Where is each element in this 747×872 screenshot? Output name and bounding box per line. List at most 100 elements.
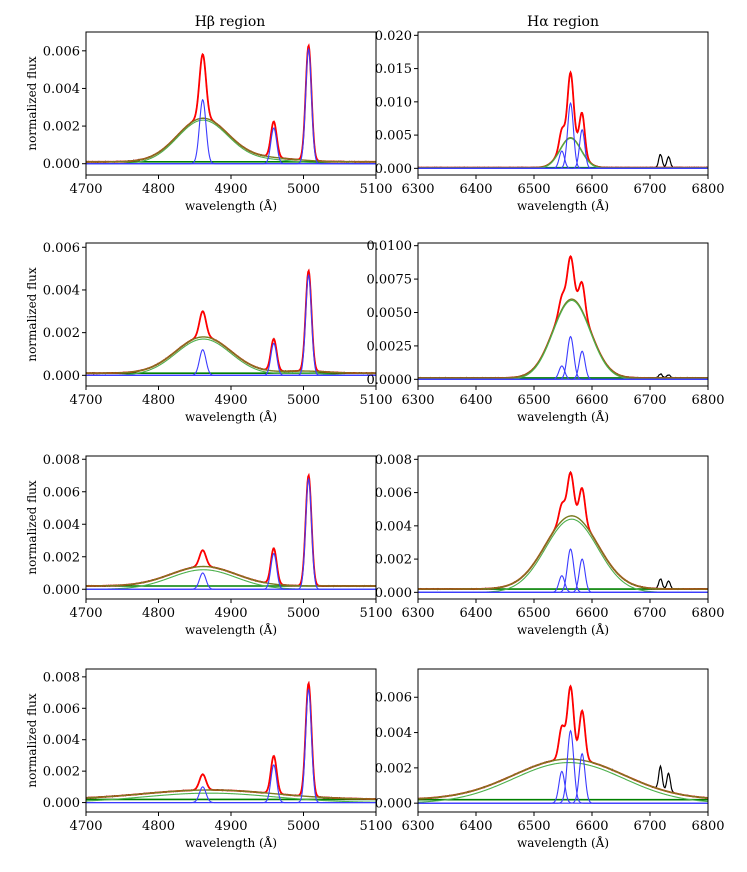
observed-spectrum-line [418, 684, 708, 800]
x-tick-label: 4700 [69, 606, 102, 621]
x-tick-label: 6700 [633, 393, 666, 408]
panel-7: 4700 4800 4900 5000 5100 0.000 0.002 0.004 0.006… [25, 668, 393, 850]
broad-plus-continuum-line [418, 515, 708, 590]
x-tick-label: 6400 [459, 606, 492, 621]
panel-2: 6300 6400 6500 6600 6700 6800 0.000 0.005 0.010 0… [375, 29, 725, 213]
narrow-component-line-2 [86, 127, 376, 165]
x-tick-label: 5100 [359, 182, 392, 197]
series-group [418, 470, 708, 593]
x-tick-label: 6300 [401, 606, 434, 621]
series-group [86, 43, 376, 165]
panel-5: 4700 4800 4900 5000 5100 0.000 0.002 0.004 0.006… [25, 453, 393, 637]
narrow-component-line-3 [418, 752, 708, 804]
x-tick-label: 6600 [575, 393, 608, 408]
y-tick-label: 0.008 [375, 453, 412, 468]
broad-plus-continuum-line [86, 565, 376, 587]
narrow-component-line-2 [86, 342, 376, 376]
broad-plus-continuum-line [418, 758, 708, 800]
broad-plus-continuum-line [86, 789, 376, 800]
y-tick-label: 0.004 [43, 82, 80, 97]
x-tick-label: 6700 [633, 819, 666, 834]
x-tick-label: 6800 [691, 393, 724, 408]
y-tick-label: 0.006 [375, 486, 412, 501]
observed-spectrum-line [418, 470, 708, 591]
x-axis-label: wavelength (Å) [517, 622, 609, 637]
x-axis-label: wavelength (Å) [185, 409, 277, 424]
total-fit-line [418, 684, 708, 800]
y-tick-label: 0.005 [375, 129, 412, 144]
y-axis-label: normalized flux [25, 693, 39, 788]
y-tick-label: 0.0050 [367, 306, 413, 321]
panel-3: 4700 4800 4900 5000 5100 0.000 0.002 0.004 0.006… [25, 241, 393, 424]
series-group [86, 472, 376, 590]
total-fit-line [86, 472, 376, 587]
x-tick-label: 4700 [69, 819, 102, 834]
y-tick-label: 0.006 [43, 702, 80, 717]
y-tick-label: 0.006 [43, 44, 80, 59]
x-tick-label: 6400 [459, 819, 492, 834]
x-tick-label: 6700 [633, 182, 666, 197]
x-tick-label: 6500 [517, 393, 550, 408]
panel-8: 6300 6400 6500 6600 6700 6800 0.000 0.002 0.004 0… [375, 668, 725, 850]
y-tick-label: 0.002 [43, 120, 80, 135]
y-tick-label: 0.0100 [367, 239, 413, 254]
narrow-component-line-2 [418, 729, 708, 804]
narrow-component-line-2 [418, 335, 708, 380]
total-fit-line [418, 471, 708, 590]
x-tick-label: 6700 [633, 606, 666, 621]
x-tick-label: 6800 [691, 182, 724, 197]
y-axis-label: normalized flux [25, 267, 39, 362]
y-tick-label: 0.002 [375, 553, 412, 568]
narrow-component-line-2 [418, 101, 708, 169]
x-tick-label: 5000 [287, 393, 320, 408]
narrow-component-line-3 [418, 128, 708, 169]
x-tick-label: 6800 [691, 819, 724, 834]
x-tick-label: 6600 [575, 819, 608, 834]
narrow-component-line-3 [418, 558, 708, 593]
narrow-component-line-3 [418, 350, 708, 380]
broad-component-line [86, 338, 376, 376]
x-tick-label: 6400 [459, 393, 492, 408]
y-tick-label: 0.010 [375, 95, 412, 110]
x-tick-label: 6300 [401, 819, 434, 834]
x-tick-label: 4800 [142, 819, 175, 834]
plot-frame [417, 668, 709, 813]
broad-component-line [418, 762, 708, 803]
narrow-component-line-3 [86, 47, 376, 165]
x-axis-label: wavelength (Å) [517, 198, 609, 213]
series-group [418, 254, 708, 380]
y-axis-label: normalized flux [25, 56, 39, 151]
narrow-component-line-2 [418, 548, 708, 593]
y-tick-label: 0.000 [43, 157, 80, 172]
x-tick-label: 6300 [401, 182, 434, 197]
observed-spectrum-line [86, 474, 376, 588]
broad-plus-continuum-line [86, 117, 376, 163]
y-tick-label: 0.000 [43, 369, 80, 384]
x-tick-label: 4800 [142, 393, 175, 408]
broad-component-line [86, 792, 376, 803]
panel-1: 4700 4800 4900 5000 5100 0.000 0.002 0.004 0.006… [25, 31, 393, 213]
observed-spectrum-line [86, 45, 376, 163]
y-tick-label: 0.000 [375, 162, 412, 177]
y-tick-label: 0.0000 [367, 373, 413, 388]
x-tick-label: 5100 [359, 606, 392, 621]
y-tick-label: 0.004 [375, 519, 412, 534]
y-tick-label: 0.000 [375, 586, 412, 601]
broad-plus-continuum-line [86, 336, 376, 374]
x-tick-label: 6500 [517, 819, 550, 834]
narrow-component-line-3 [86, 273, 376, 376]
x-axis-label: wavelength (Å) [185, 622, 277, 637]
plot-frame [85, 242, 377, 387]
y-tick-label: 0.008 [43, 453, 80, 468]
broad-plus-continuum-line [418, 298, 708, 379]
narrow-component-line-2 [86, 764, 376, 804]
x-tick-label: 4800 [142, 182, 175, 197]
panel-4: 6300 6400 6500 6600 6700 6800 0.0000 0.0025 0.00… [367, 239, 725, 424]
x-tick-label: 4800 [142, 606, 175, 621]
y-tick-label: 0.000 [43, 796, 80, 811]
y-tick-label: 0.004 [43, 518, 80, 533]
x-tick-label: 6600 [575, 182, 608, 197]
x-tick-label: 5000 [287, 819, 320, 834]
x-tick-label: 6400 [459, 182, 492, 197]
x-tick-label: 4900 [214, 606, 247, 621]
